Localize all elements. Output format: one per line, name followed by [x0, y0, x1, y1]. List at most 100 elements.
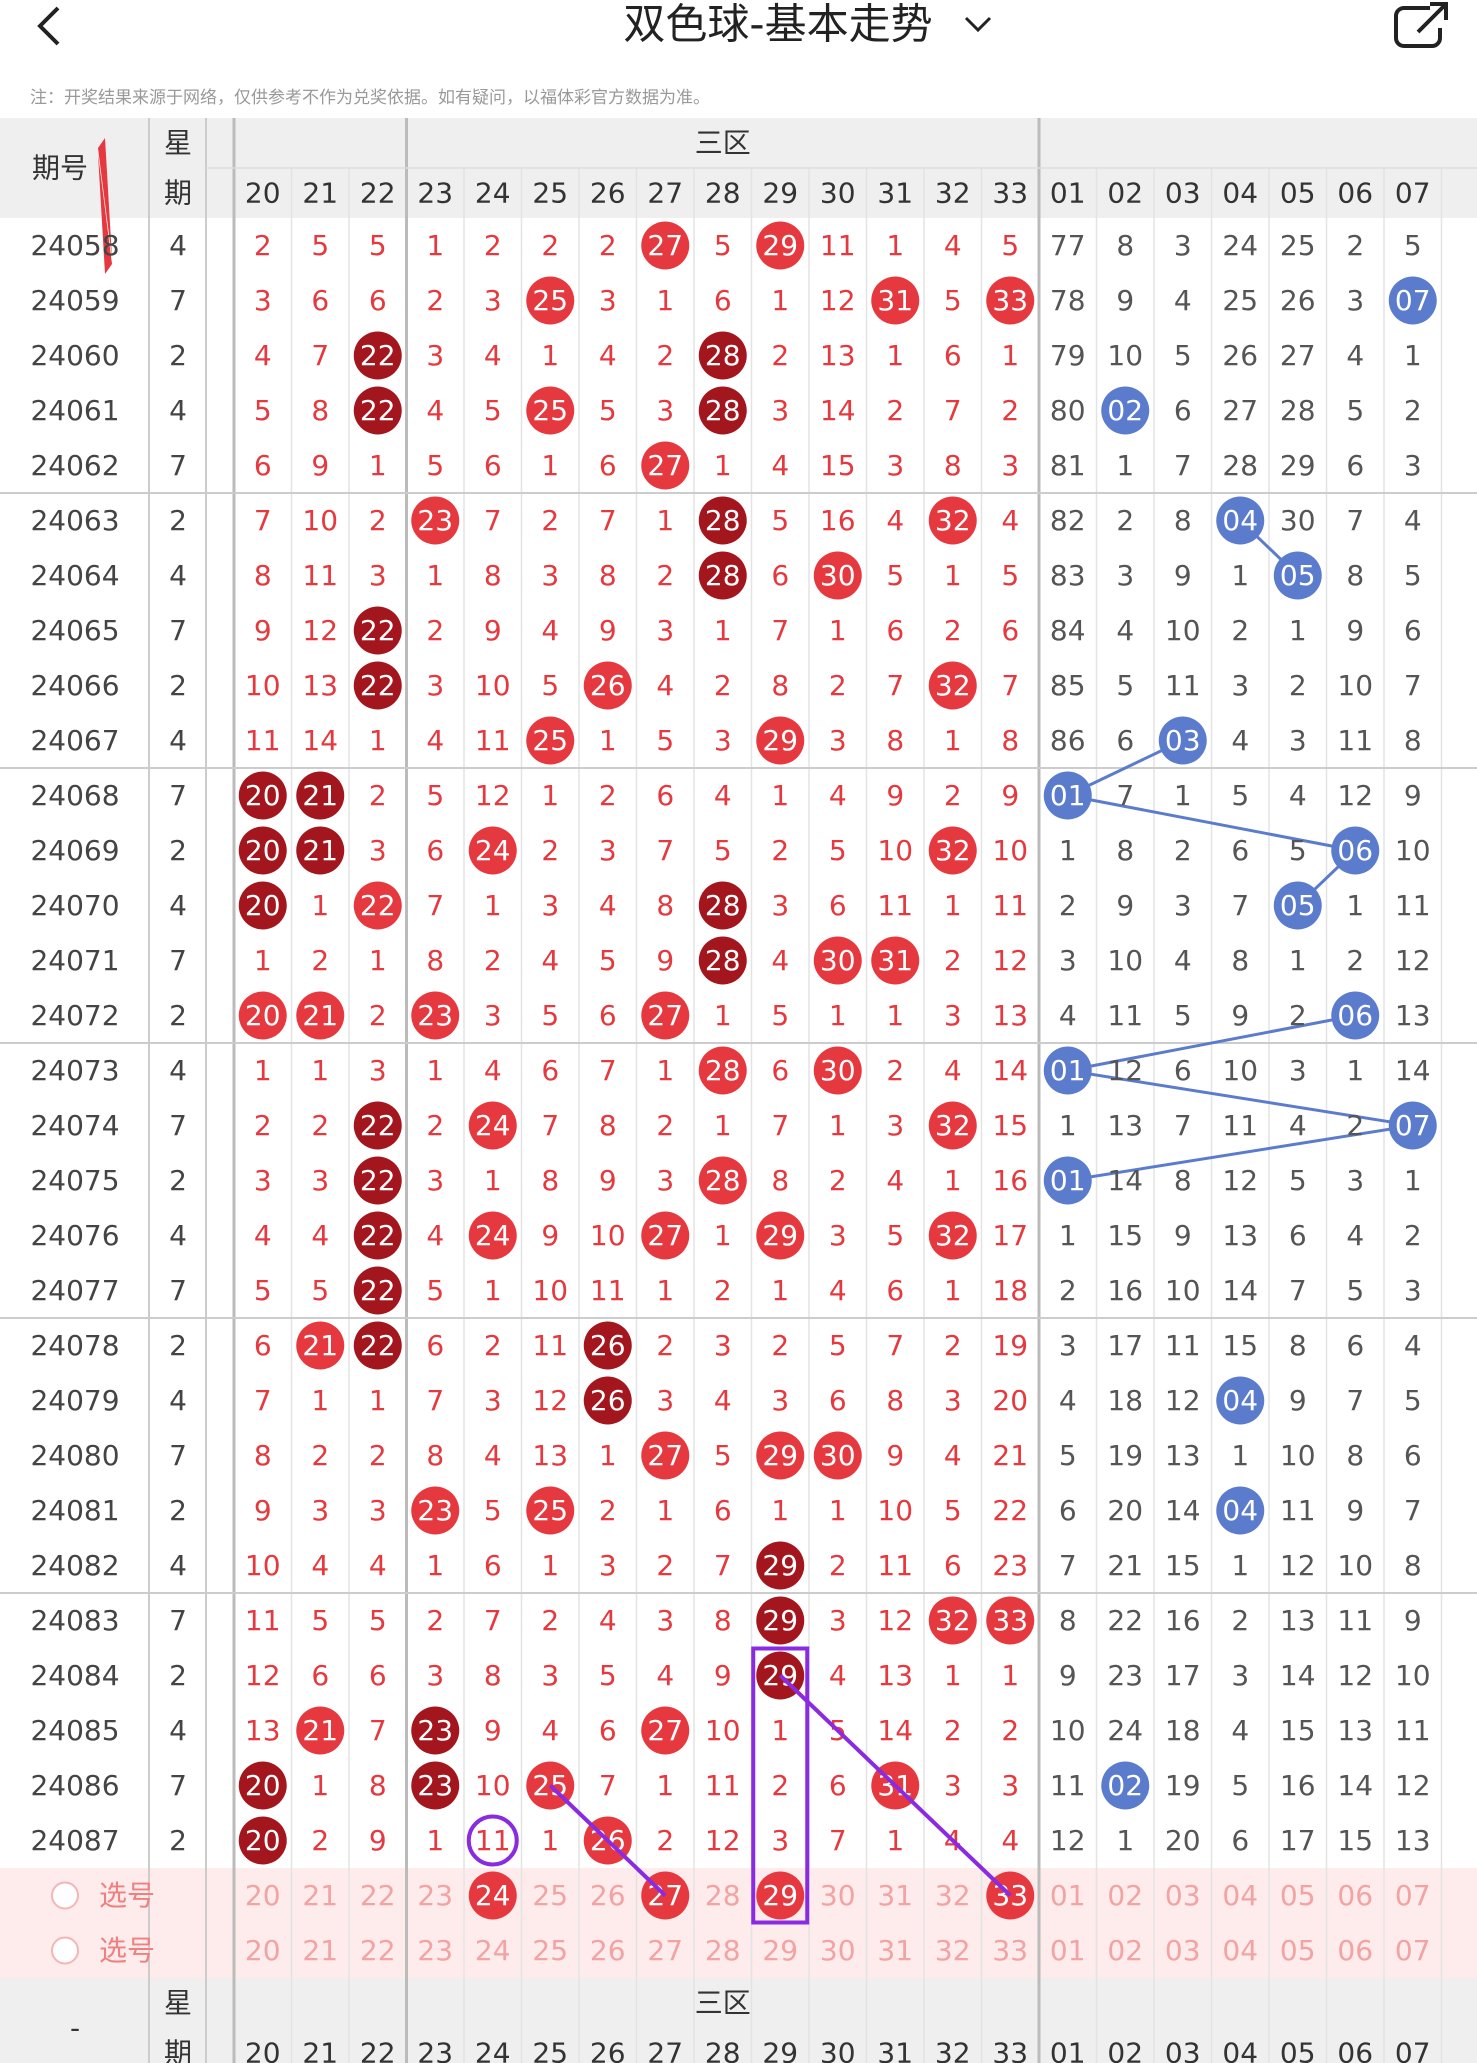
pick-number[interactable]: 05	[1280, 1934, 1316, 1967]
pick-number[interactable]: 30	[820, 1934, 856, 1967]
omission-count: 2	[944, 779, 962, 812]
omission-count: 6	[1289, 1219, 1307, 1252]
pick-number[interactable]: 07	[1395, 1879, 1431, 1912]
omission-count: 2	[426, 1604, 444, 1637]
omission-count: 6	[1059, 1494, 1077, 1527]
ball-number: 07	[1395, 1109, 1431, 1142]
pick-number[interactable]: 04	[1222, 1934, 1258, 1967]
pick-number[interactable]: 20	[245, 1879, 281, 1912]
pick-radio[interactable]	[51, 1881, 79, 1910]
selected-number[interactable]: 29	[762, 1879, 798, 1912]
omission-count: 13	[532, 1439, 568, 1472]
pick-number[interactable]: 25	[532, 1934, 568, 1967]
pick-number[interactable]: 31	[877, 1934, 913, 1967]
omission-count: 18	[1165, 1714, 1201, 1747]
table-header-column: 27	[647, 177, 683, 210]
back-button[interactable]	[37, 6, 60, 46]
pick-number[interactable]: 28	[705, 1934, 741, 1967]
omission-count: 2	[369, 1439, 387, 1472]
omission-count: 3	[829, 1219, 847, 1252]
ball-number: 06	[1337, 834, 1373, 867]
ball-number: 27	[647, 1439, 683, 1472]
ball-number: 30	[820, 1054, 856, 1087]
page-title[interactable]: 双色球-基本走势	[623, 0, 932, 49]
pick-number[interactable]: 05	[1280, 1879, 1316, 1912]
omission-count: 3	[1289, 1054, 1307, 1087]
omission-count: 5	[1231, 779, 1249, 812]
number-ball	[526, 716, 575, 765]
pick-number[interactable]: 24	[475, 1934, 511, 1967]
ball-number: 29	[762, 724, 798, 757]
sort-icon[interactable]	[98, 138, 112, 274]
pick-number[interactable]: 29	[762, 1934, 798, 1967]
omission-count: 6	[944, 339, 962, 372]
pick-number[interactable]: 02	[1107, 1879, 1143, 1912]
pick-number[interactable]: 32	[935, 1934, 971, 1967]
pick-radio[interactable]	[51, 1936, 79, 1965]
table-header-column: 05	[1280, 177, 1316, 210]
ball-number: 23	[417, 1769, 453, 1802]
pick-number[interactable]: 02	[1107, 1934, 1143, 1967]
selected-number[interactable]: 24	[475, 1879, 511, 1912]
omission-count: 1	[944, 1659, 962, 1692]
ball-number: 26	[590, 1384, 626, 1417]
ball-number: 29	[762, 1219, 798, 1252]
number-ball	[641, 221, 690, 270]
annotation-box	[751, 1646, 810, 1925]
omission-count: 2	[311, 1439, 329, 1472]
pick-number[interactable]: 03	[1165, 1934, 1201, 1967]
pick-number[interactable]: 32	[935, 1879, 971, 1912]
pick-number[interactable]: 01	[1050, 1879, 1086, 1912]
share-button[interactable]	[1394, 2, 1448, 48]
number-ball	[411, 1486, 460, 1535]
omission-count: 1	[771, 1494, 789, 1527]
pick-number[interactable]: 22	[360, 1934, 396, 1967]
pick-number[interactable]: 21	[302, 1934, 338, 1967]
pick-label[interactable]: 选号	[99, 1934, 155, 1967]
pick-number[interactable]: 06	[1337, 1879, 1373, 1912]
ball-number: 25	[532, 284, 568, 317]
pick-number[interactable]: 28	[705, 1879, 741, 1912]
pick-number[interactable]: 07	[1395, 1934, 1431, 1967]
pick-number[interactable]: 01	[1050, 1934, 1086, 1967]
pick-number[interactable]: 23	[417, 1879, 453, 1912]
omission-count: 5	[426, 779, 444, 812]
pick-number[interactable]: 30	[820, 1879, 856, 1912]
pick-number[interactable]: 26	[590, 1934, 626, 1967]
pick-number[interactable]: 21	[302, 1879, 338, 1912]
omission-count: 7	[484, 1604, 502, 1637]
pick-label[interactable]: 选号	[99, 1879, 155, 1912]
pick-number[interactable]: 27	[647, 1934, 683, 1967]
pick-number[interactable]: 03	[1165, 1879, 1201, 1912]
omission-count: 7	[829, 1824, 847, 1857]
ball-number: 33	[992, 1604, 1028, 1637]
ball-number: 01	[1050, 779, 1086, 812]
omission-count: 12	[1280, 1549, 1316, 1582]
selected-ball[interactable]	[468, 1871, 517, 1920]
pick-number[interactable]: 04	[1222, 1879, 1258, 1912]
omission-count: 79	[1050, 339, 1086, 372]
omission-count: 1	[1231, 1549, 1249, 1582]
title-dropdown[interactable]	[964, 16, 992, 33]
omission-count: 3	[369, 1494, 387, 1527]
omission-count: 2	[1346, 229, 1364, 262]
pick-number[interactable]: 31	[877, 1879, 913, 1912]
pick-number[interactable]: 26	[590, 1879, 626, 1912]
ball-number: 33	[992, 284, 1028, 317]
pick-number[interactable]: 22	[360, 1879, 396, 1912]
weekday: 4	[169, 394, 187, 427]
ball-number: 28	[705, 1164, 741, 1197]
issue-number: 24071	[30, 944, 119, 977]
pick-number[interactable]: 33	[992, 1934, 1028, 1967]
omission-count: 6	[541, 1054, 559, 1087]
pick-number[interactable]: 23	[417, 1934, 453, 1967]
pick-number[interactable]: 25	[532, 1879, 568, 1912]
omission-count: 8	[254, 559, 272, 592]
ball-number: 20	[245, 889, 281, 922]
selected-ball[interactable]	[756, 1871, 805, 1920]
table-header-column: 21	[302, 177, 338, 210]
pick-number[interactable]: 20	[245, 1934, 281, 1967]
omission-count: 9	[886, 779, 904, 812]
pick-number[interactable]: 06	[1337, 1934, 1373, 1967]
omission-count: 12	[1337, 1659, 1373, 1692]
